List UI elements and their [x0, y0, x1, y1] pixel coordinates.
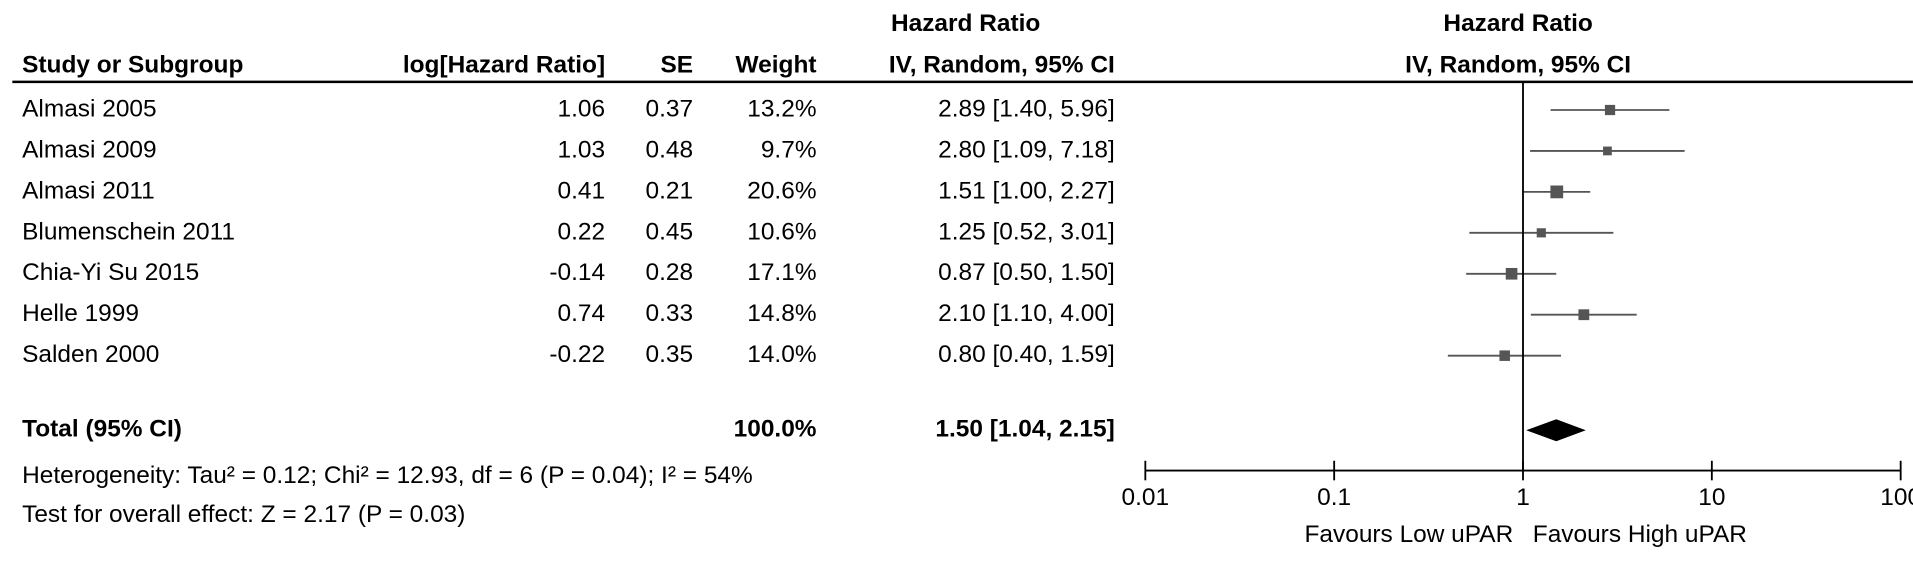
se: 0.37 — [646, 95, 694, 122]
study-name: Blumenschein 2011 — [22, 218, 235, 245]
hr-ci: 2.80 [1.09, 7.18] — [938, 136, 1115, 163]
x-tick-label: 1 — [1516, 484, 1530, 511]
log-hr: -0.22 — [549, 341, 605, 368]
weight: 13.2% — [747, 95, 816, 122]
effect-square — [1603, 146, 1612, 156]
study-name: Helle 1999 — [22, 300, 139, 327]
se: 0.33 — [646, 300, 694, 327]
effect-square — [1604, 104, 1616, 116]
hr-ci: 0.87 [0.50, 1.50] — [938, 259, 1115, 286]
weight-header: Weight — [736, 51, 817, 78]
weight: 10.6% — [747, 218, 816, 245]
effect-square — [1536, 228, 1546, 238]
log-hr: 0.22 — [558, 218, 606, 245]
effect-square — [1505, 267, 1518, 280]
total-weight: 100.0% — [734, 416, 817, 443]
effect-square — [1499, 350, 1510, 361]
favours-left: Favours Low uPAR — [1305, 521, 1514, 548]
x-tick-label: 10 — [1698, 484, 1725, 511]
log-hr: -0.14 — [549, 259, 605, 286]
total-hr-ci: 1.50 [1.04, 2.15] — [935, 416, 1114, 443]
se: 0.45 — [646, 218, 694, 245]
hr-ci: 0.80 [0.40, 1.59] — [938, 341, 1115, 368]
favours-right: Favours High uPAR — [1533, 521, 1747, 548]
hr-ci: 1.25 [0.52, 3.01] — [938, 218, 1115, 245]
x-tick-label: 0.01 — [1122, 484, 1170, 511]
hr-column-title: Hazard Ratio — [891, 10, 1040, 37]
log-hr: 0.41 — [558, 177, 606, 204]
effect-square — [1550, 185, 1564, 199]
study-name: Chia-Yi Su 2015 — [22, 259, 199, 286]
log-hr: 1.06 — [558, 95, 606, 122]
se: 0.35 — [646, 341, 694, 368]
summary-diamond — [1526, 419, 1586, 442]
study-name: Almasi 2005 — [22, 95, 156, 122]
study-name: Salden 2000 — [22, 341, 159, 368]
log-hr: 1.03 — [558, 136, 606, 163]
study-name: Almasi 2011 — [22, 177, 155, 204]
overall-test: Test for overall effect: Z = 2.17 (P = 0… — [22, 501, 465, 528]
effect-square — [1578, 309, 1590, 321]
x-tick-label: 0.1 — [1317, 484, 1351, 511]
x-tick-label: 100 — [1880, 484, 1913, 511]
weight: 14.0% — [747, 341, 816, 368]
hr-ci: 2.89 [1.40, 5.96] — [938, 95, 1115, 122]
plot-title: Hazard Ratio — [1443, 10, 1592, 37]
weight: 17.1% — [747, 259, 816, 286]
hr-method-header: IV, Random, 95% CI — [889, 51, 1115, 78]
weight: 9.7% — [761, 136, 817, 163]
plot-method-header: IV, Random, 95% CI — [1405, 51, 1631, 78]
se-header: SE — [661, 51, 694, 78]
hr-ci: 2.10 [1.10, 4.00] — [938, 300, 1115, 327]
study-name: Almasi 2009 — [22, 136, 156, 163]
se: 0.28 — [646, 259, 694, 286]
se: 0.21 — [646, 177, 694, 204]
log-hr: 0.74 — [558, 300, 606, 327]
hr-ci: 1.51 [1.00, 2.27] — [938, 177, 1115, 204]
study-header: Study or Subgroup — [22, 51, 243, 78]
weight: 14.8% — [747, 300, 816, 327]
weight: 20.6% — [747, 177, 816, 204]
log-hr-header: log[Hazard Ratio] — [403, 51, 605, 78]
total-label: Total (95% CI) — [22, 416, 182, 443]
se: 0.48 — [646, 136, 694, 163]
heterogeneity: Heterogeneity: Tau² = 0.12; Chi² = 12.93… — [22, 462, 753, 489]
